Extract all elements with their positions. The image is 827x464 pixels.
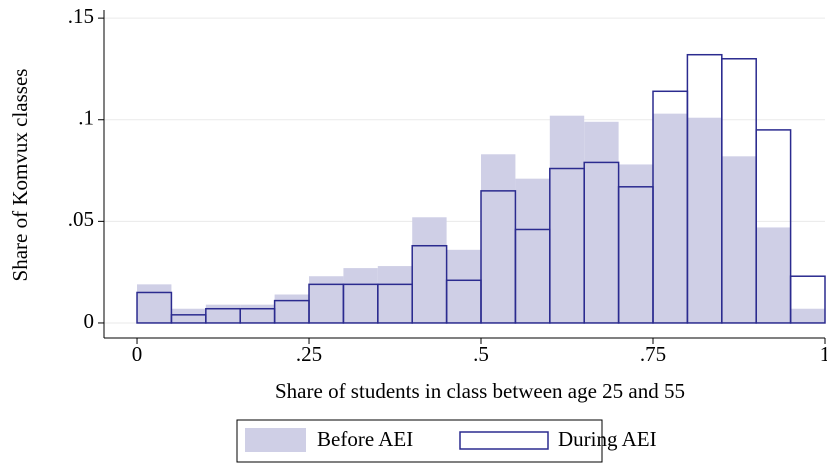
bar [205, 304, 241, 323]
legend-label: Before AEI [317, 427, 413, 451]
bar [789, 275, 826, 324]
bar [171, 308, 206, 323]
bar [309, 276, 344, 323]
bar [721, 156, 757, 323]
y-tick-label: 0 [84, 309, 95, 333]
bar [137, 284, 172, 323]
x-tick-label: .5 [473, 342, 489, 366]
bar [481, 154, 516, 323]
bar [653, 113, 688, 323]
bar [136, 291, 173, 324]
bar [584, 121, 619, 323]
bar [412, 217, 447, 323]
y-tick-label: .1 [78, 106, 94, 130]
bar [549, 115, 585, 323]
bar [274, 294, 310, 323]
y-tick-label: .05 [68, 207, 94, 231]
x-tick-label: 0 [132, 342, 143, 366]
bar [755, 129, 792, 324]
bar [240, 304, 275, 323]
x-tick-label: .75 [640, 342, 666, 366]
bar [756, 227, 791, 323]
y-axis-title: Share of Komvux classes [8, 69, 32, 282]
bar [790, 308, 825, 323]
legend-swatch [245, 428, 306, 452]
y-tick-label: .15 [68, 4, 94, 28]
bar [446, 249, 482, 323]
bar [515, 178, 550, 323]
legend-swatch [459, 431, 549, 450]
bar [377, 266, 413, 323]
bar [343, 268, 378, 323]
x-tick-label: .25 [296, 342, 322, 366]
bar [618, 164, 654, 323]
x-axis-title: Share of students in class between age 2… [275, 379, 685, 403]
bar [687, 117, 722, 323]
legend-label: During AEI [558, 427, 657, 451]
x-tick-label: 1 [820, 342, 827, 366]
